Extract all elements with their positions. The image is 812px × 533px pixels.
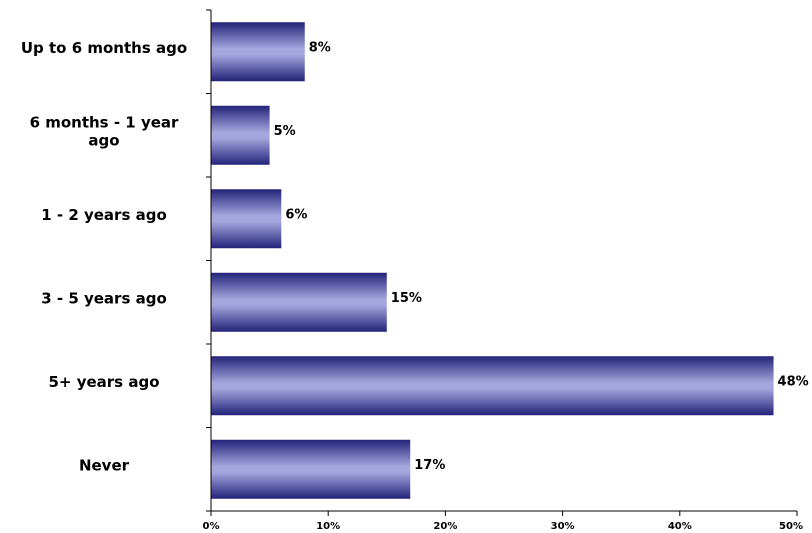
bar-3 xyxy=(211,272,387,332)
bar-4 xyxy=(211,356,774,416)
bar-2 xyxy=(211,189,282,249)
category-label-2: 1 - 2 years ago xyxy=(41,205,167,223)
category-label-4: 5+ years ago xyxy=(48,372,159,390)
category-label-0: Up to 6 months ago xyxy=(21,38,187,56)
value-label-5: 17% xyxy=(414,458,445,473)
x-tick-label-3: 30% xyxy=(551,521,575,532)
bars-group xyxy=(211,22,774,499)
x-tick-label-2: 20% xyxy=(433,521,457,532)
x-tick-label-1: 10% xyxy=(316,521,340,532)
axes-group xyxy=(206,9,798,516)
value-label-2: 6% xyxy=(285,207,307,222)
bar-0 xyxy=(211,22,305,82)
x-tick-label-4: 40% xyxy=(668,521,692,532)
x-tick-label-0: 0% xyxy=(203,521,220,532)
value-label-0: 8% xyxy=(309,40,331,55)
value-label-4: 48% xyxy=(778,374,809,389)
x-tick-label-5: 50% xyxy=(779,521,803,532)
value-label-3: 15% xyxy=(391,291,422,306)
value-label-1: 5% xyxy=(274,124,296,139)
category-label-5: Never xyxy=(79,456,130,474)
labels-group: 8% Up to 6 months ago 5% 6 months - 1 year a… xyxy=(21,38,809,532)
category-label-3: 3 - 5 years ago xyxy=(41,289,167,307)
bar-1 xyxy=(211,105,270,165)
bar-5 xyxy=(211,439,411,499)
category-label-1: 6 months - 1 year ago xyxy=(30,113,179,149)
